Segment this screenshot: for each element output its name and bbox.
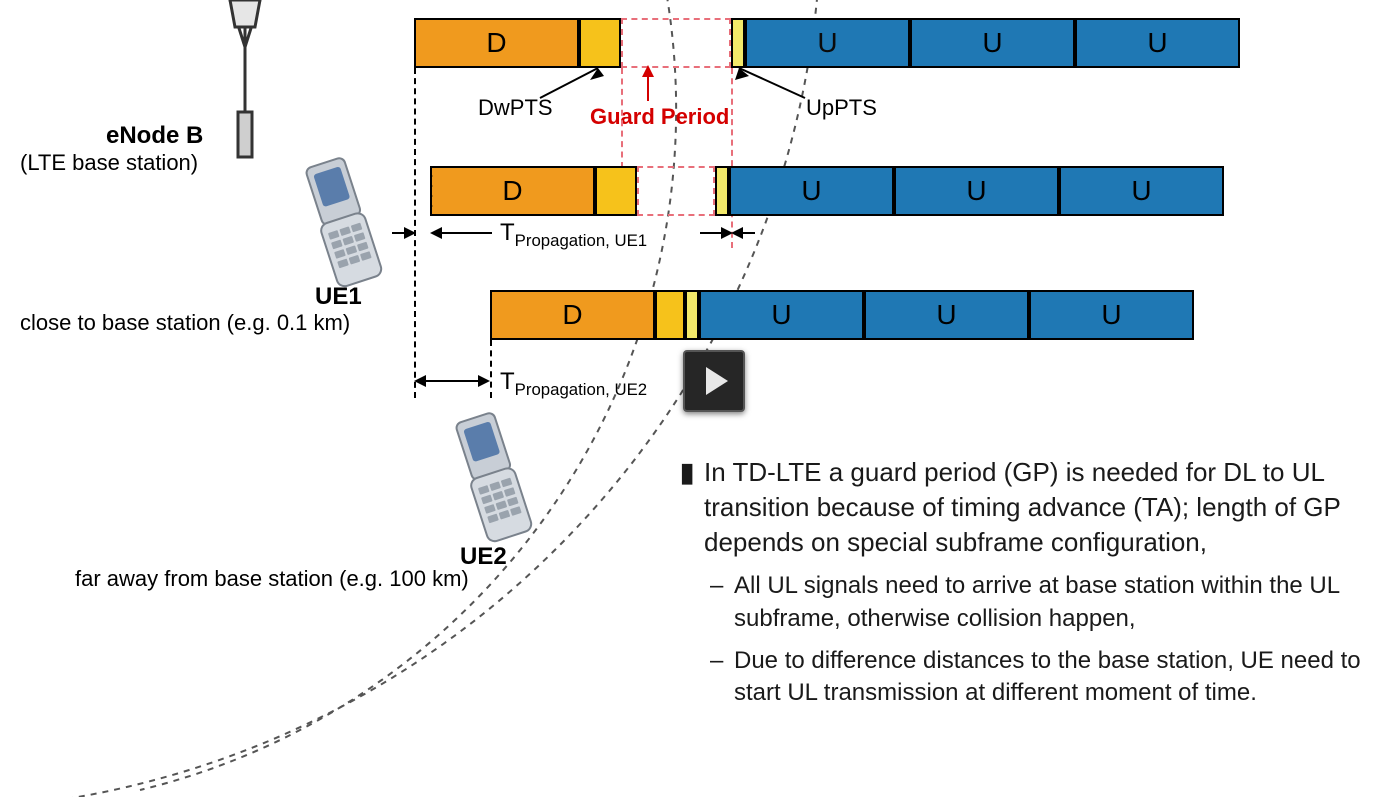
row3-uppts-block bbox=[685, 290, 699, 340]
row3-u3: U bbox=[1029, 290, 1194, 340]
tprop1-arrow-right-out bbox=[700, 232, 731, 234]
u-label: U bbox=[771, 299, 791, 331]
bullet-sub2: – Due to difference distances to the bas… bbox=[710, 645, 1370, 710]
row3-d-block: D bbox=[490, 290, 655, 340]
row1-guard-gap bbox=[621, 18, 731, 68]
u-label: U bbox=[817, 27, 837, 59]
enodeb-desc: (LTE base station) bbox=[20, 150, 198, 176]
u-label: U bbox=[1131, 175, 1151, 207]
uppts-label: UpPTS bbox=[806, 95, 877, 121]
bullet-sub2-text: Due to difference distances to the base … bbox=[734, 645, 1370, 710]
diagram-stage: eNode B (LTE base station) UE1 close to … bbox=[0, 0, 1380, 797]
vline-gap-left bbox=[621, 68, 623, 168]
row3-dwpts-block bbox=[655, 290, 685, 340]
row2-u2: U bbox=[894, 166, 1059, 216]
u-label: U bbox=[1101, 299, 1121, 331]
bullet-marker: ▮ bbox=[680, 455, 704, 560]
u-label: U bbox=[801, 175, 821, 207]
tprop2-arrow bbox=[416, 380, 488, 382]
guard-label: Guard Period bbox=[590, 104, 729, 130]
row2-dwpts-block bbox=[595, 166, 637, 216]
row1-u3: U bbox=[1075, 18, 1240, 68]
ue2-phone-icon bbox=[440, 410, 540, 550]
row1-u1: U bbox=[745, 18, 910, 68]
row2-u3: U bbox=[1059, 166, 1224, 216]
tprop1-arrow-right-in bbox=[432, 232, 492, 234]
u-label: U bbox=[1147, 27, 1167, 59]
bullet-main-text: In TD-LTE a guard period (GP) is needed … bbox=[704, 455, 1370, 560]
row1-dwpts-block bbox=[579, 18, 621, 68]
tprop1-arrow-left bbox=[392, 232, 414, 234]
row3-u2: U bbox=[864, 290, 1029, 340]
enodeb-icon bbox=[215, 0, 275, 162]
row2-d-block: D bbox=[430, 166, 595, 216]
row2-guard-gap bbox=[637, 166, 715, 216]
d-label: D bbox=[562, 299, 582, 331]
row2-u1: U bbox=[729, 166, 894, 216]
dash-marker: – bbox=[710, 570, 734, 635]
enodeb-title: eNode B bbox=[106, 122, 203, 150]
dwpts-label: DwPTS bbox=[478, 95, 553, 121]
row3-u1: U bbox=[699, 290, 864, 340]
dash-marker: – bbox=[710, 645, 734, 710]
tprop1-arrow-far bbox=[733, 232, 755, 234]
d-label: D bbox=[486, 27, 506, 59]
u-label: U bbox=[982, 27, 1002, 59]
ue1-desc: close to base station (e.g. 0.1 km) bbox=[20, 310, 350, 336]
bullet-main: ▮ In TD-LTE a guard period (GP) is neede… bbox=[680, 455, 1370, 560]
row1-uppts-block bbox=[731, 18, 745, 68]
u-label: U bbox=[936, 299, 956, 331]
u-label: U bbox=[966, 175, 986, 207]
explanation-text: ▮ In TD-LTE a guard period (GP) is neede… bbox=[680, 455, 1370, 720]
vline-row3-dstart bbox=[490, 340, 492, 398]
ue1-phone-icon bbox=[290, 155, 390, 295]
ue2-desc: far away from base station (e.g. 100 km) bbox=[75, 566, 469, 592]
d-label: D bbox=[502, 175, 522, 207]
row2-uppts-block bbox=[715, 166, 729, 216]
row1-u2: U bbox=[910, 18, 1075, 68]
ue1-title: UE1 bbox=[315, 283, 362, 311]
row1-d-block: D bbox=[414, 18, 579, 68]
play-button[interactable] bbox=[683, 350, 745, 412]
vline-gap-right bbox=[731, 68, 733, 248]
bullet-sub1-text: All UL signals need to arrive at base st… bbox=[734, 570, 1370, 635]
tprop2-label: TPropagation, UE2 bbox=[500, 368, 647, 400]
tprop1-label: TPropagation, UE1 bbox=[500, 219, 647, 251]
bullet-sub1: – All UL signals need to arrive at base … bbox=[710, 570, 1370, 635]
